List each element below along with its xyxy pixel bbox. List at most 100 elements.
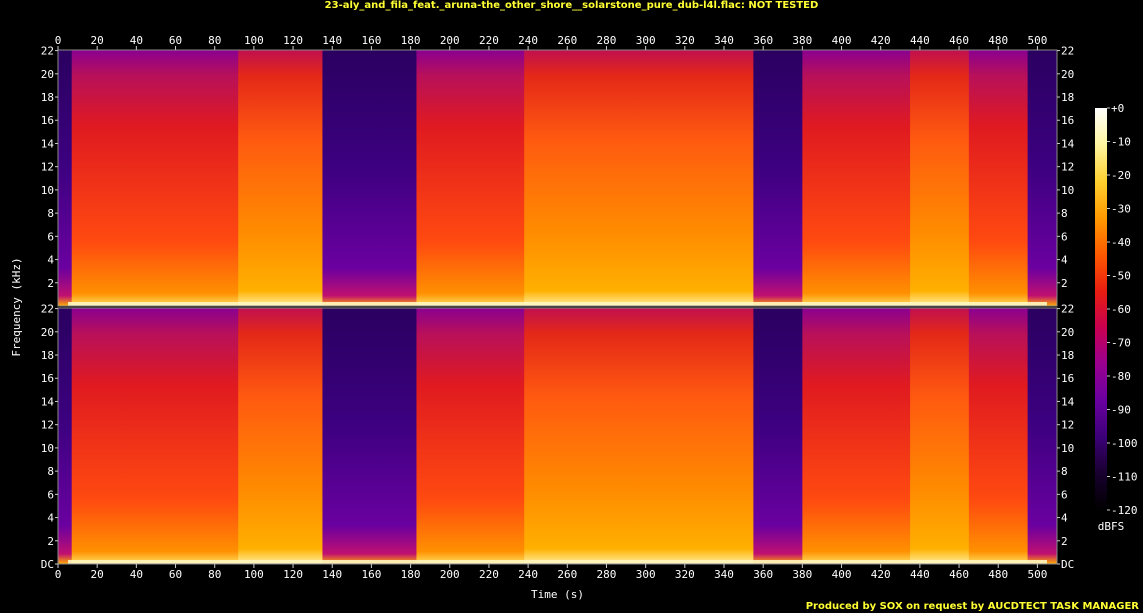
x-tick-label-bottom: 200	[440, 568, 460, 581]
y-axis-title: Frequency (kHz)	[10, 257, 23, 356]
segment-10	[968, 308, 1029, 564]
segment-9	[910, 50, 970, 306]
colorbar-tick-label: -90	[1111, 404, 1131, 417]
x-tick-label-top: 460	[949, 34, 969, 47]
segment-1	[71, 308, 239, 564]
segment-0	[58, 308, 73, 564]
y-tick-label-right: 2	[1061, 277, 1068, 290]
y-tick-label-right: 16	[1061, 372, 1074, 385]
colorbar-tick-label: -80	[1111, 370, 1131, 383]
segment-4	[416, 50, 525, 306]
x-tick-label-bottom: 160	[361, 568, 381, 581]
x-tick-label-top: 0	[55, 34, 62, 47]
x-tick-label-bottom: 0	[55, 568, 62, 581]
segment-7	[753, 308, 803, 564]
segment-6	[633, 50, 754, 306]
y-tick-label-left: 2	[47, 535, 54, 548]
x-tick-label-bottom: 120	[283, 568, 303, 581]
y-tick-label-left: 6	[47, 230, 54, 243]
colorbar-tick-label: -60	[1111, 303, 1131, 316]
y-tick-label-left: 16	[41, 114, 54, 127]
x-tick-label-bottom: 100	[244, 568, 264, 581]
segment-11	[1027, 50, 1058, 306]
segment-3	[322, 50, 417, 306]
x-tick-label-top: 300	[636, 34, 656, 47]
x-tick-label-bottom: 220	[479, 568, 499, 581]
x-tick-label-bottom: 180	[401, 568, 421, 581]
x-tick-label-top: 340	[714, 34, 734, 47]
y-tick-label-right: 18	[1061, 349, 1074, 362]
colorbar	[1095, 108, 1107, 510]
y-tick-label-left: 16	[41, 372, 54, 385]
y-tick-label-left: 20	[41, 326, 54, 339]
colorbar-tick-label: -110	[1111, 471, 1138, 484]
y-tick-label-right: 20	[1061, 68, 1074, 81]
credit-text: Produced by SOX on request by AUCDTECT T…	[805, 601, 1139, 612]
y-tick-label-right: 18	[1061, 91, 1074, 104]
y-tick-label-left: DC	[41, 558, 54, 571]
x-tick-label-bottom: 420	[871, 568, 891, 581]
segment-0	[58, 50, 73, 306]
y-tick-label-left: 2	[47, 277, 54, 290]
channel-1-panel	[57, 49, 1058, 307]
x-tick-label-top: 440	[910, 34, 930, 47]
y-tick-label-left: 4	[47, 254, 54, 267]
x-tick-label-bottom: 20	[91, 568, 104, 581]
x-tick-label-top: 120	[283, 34, 303, 47]
x-tick-label-bottom: 240	[518, 568, 538, 581]
x-tick-label-bottom: 360	[753, 568, 773, 581]
colorbar-tick-label: -10	[1111, 136, 1131, 149]
y-tick-label-right: 4	[1061, 254, 1068, 267]
colorbar-tick-label: -70	[1111, 337, 1131, 350]
low-frequency-band	[68, 560, 1047, 564]
y-tick-label-left: 4	[47, 512, 54, 525]
y-tick-label-right: 6	[1061, 488, 1068, 501]
colorbar-tick-label: -100	[1111, 437, 1138, 450]
y-tick-label-left: 8	[47, 465, 54, 478]
y-tick-label-left: 10	[41, 184, 54, 197]
y-tick-label-left: 12	[41, 419, 54, 432]
x-tick-label-bottom: 40	[130, 568, 143, 581]
y-tick-label-right: 10	[1061, 184, 1074, 197]
segment-10	[968, 50, 1029, 306]
x-tick-label-top: 60	[169, 34, 182, 47]
segment-3	[322, 308, 417, 564]
y-tick-label-left: 14	[41, 395, 55, 408]
y-tick-label-right: DC	[1061, 558, 1074, 571]
y-tick-label-left: 18	[41, 349, 54, 362]
x-tick-label-bottom: 300	[636, 568, 656, 581]
chart-title: 23-aly_and_fila_feat._aruna-the_other_sh…	[324, 0, 819, 11]
segment-4	[416, 308, 525, 564]
y-tick-label-right: 22	[1061, 303, 1074, 316]
y-tick-label-right: 20	[1061, 326, 1074, 339]
x-tick-label-top: 320	[675, 34, 695, 47]
x-tick-label-bottom: 280	[597, 568, 617, 581]
colorbar-label: dBFS	[1098, 520, 1125, 533]
y-tick-label-right: 4	[1061, 512, 1068, 525]
y-tick-label-left: 8	[47, 207, 54, 220]
colorbar-tick-label: -20	[1111, 169, 1131, 182]
x-tick-label-top: 20	[91, 34, 104, 47]
y-tick-label-left: 12	[41, 161, 54, 174]
y-tick-label-right: 8	[1061, 207, 1068, 220]
y-tick-label-right: 10	[1061, 442, 1074, 455]
x-tick-label-top: 260	[557, 34, 577, 47]
x-tick-label-bottom: 60	[169, 568, 182, 581]
x-tick-label-top: 40	[130, 34, 143, 47]
y-tick-label-right: 16	[1061, 114, 1074, 127]
x-tick-label-bottom: 380	[792, 568, 812, 581]
segment-5	[524, 308, 635, 564]
x-tick-label-bottom: 80	[208, 568, 221, 581]
y-tick-label-left: 10	[41, 442, 54, 455]
x-tick-label-bottom: 440	[910, 568, 930, 581]
x-tick-label-bottom: 460	[949, 568, 969, 581]
x-axis-title: Time (s)	[531, 588, 584, 601]
x-tick-label-top: 400	[832, 34, 852, 47]
x-tick-label-top: 480	[988, 34, 1008, 47]
y-tick-label-right: 6	[1061, 230, 1068, 243]
x-tick-label-bottom: 500	[1027, 568, 1047, 581]
y-tick-label-left: 6	[47, 488, 54, 501]
y-tick-label-left: 18	[41, 91, 54, 104]
x-tick-label-top: 100	[244, 34, 264, 47]
